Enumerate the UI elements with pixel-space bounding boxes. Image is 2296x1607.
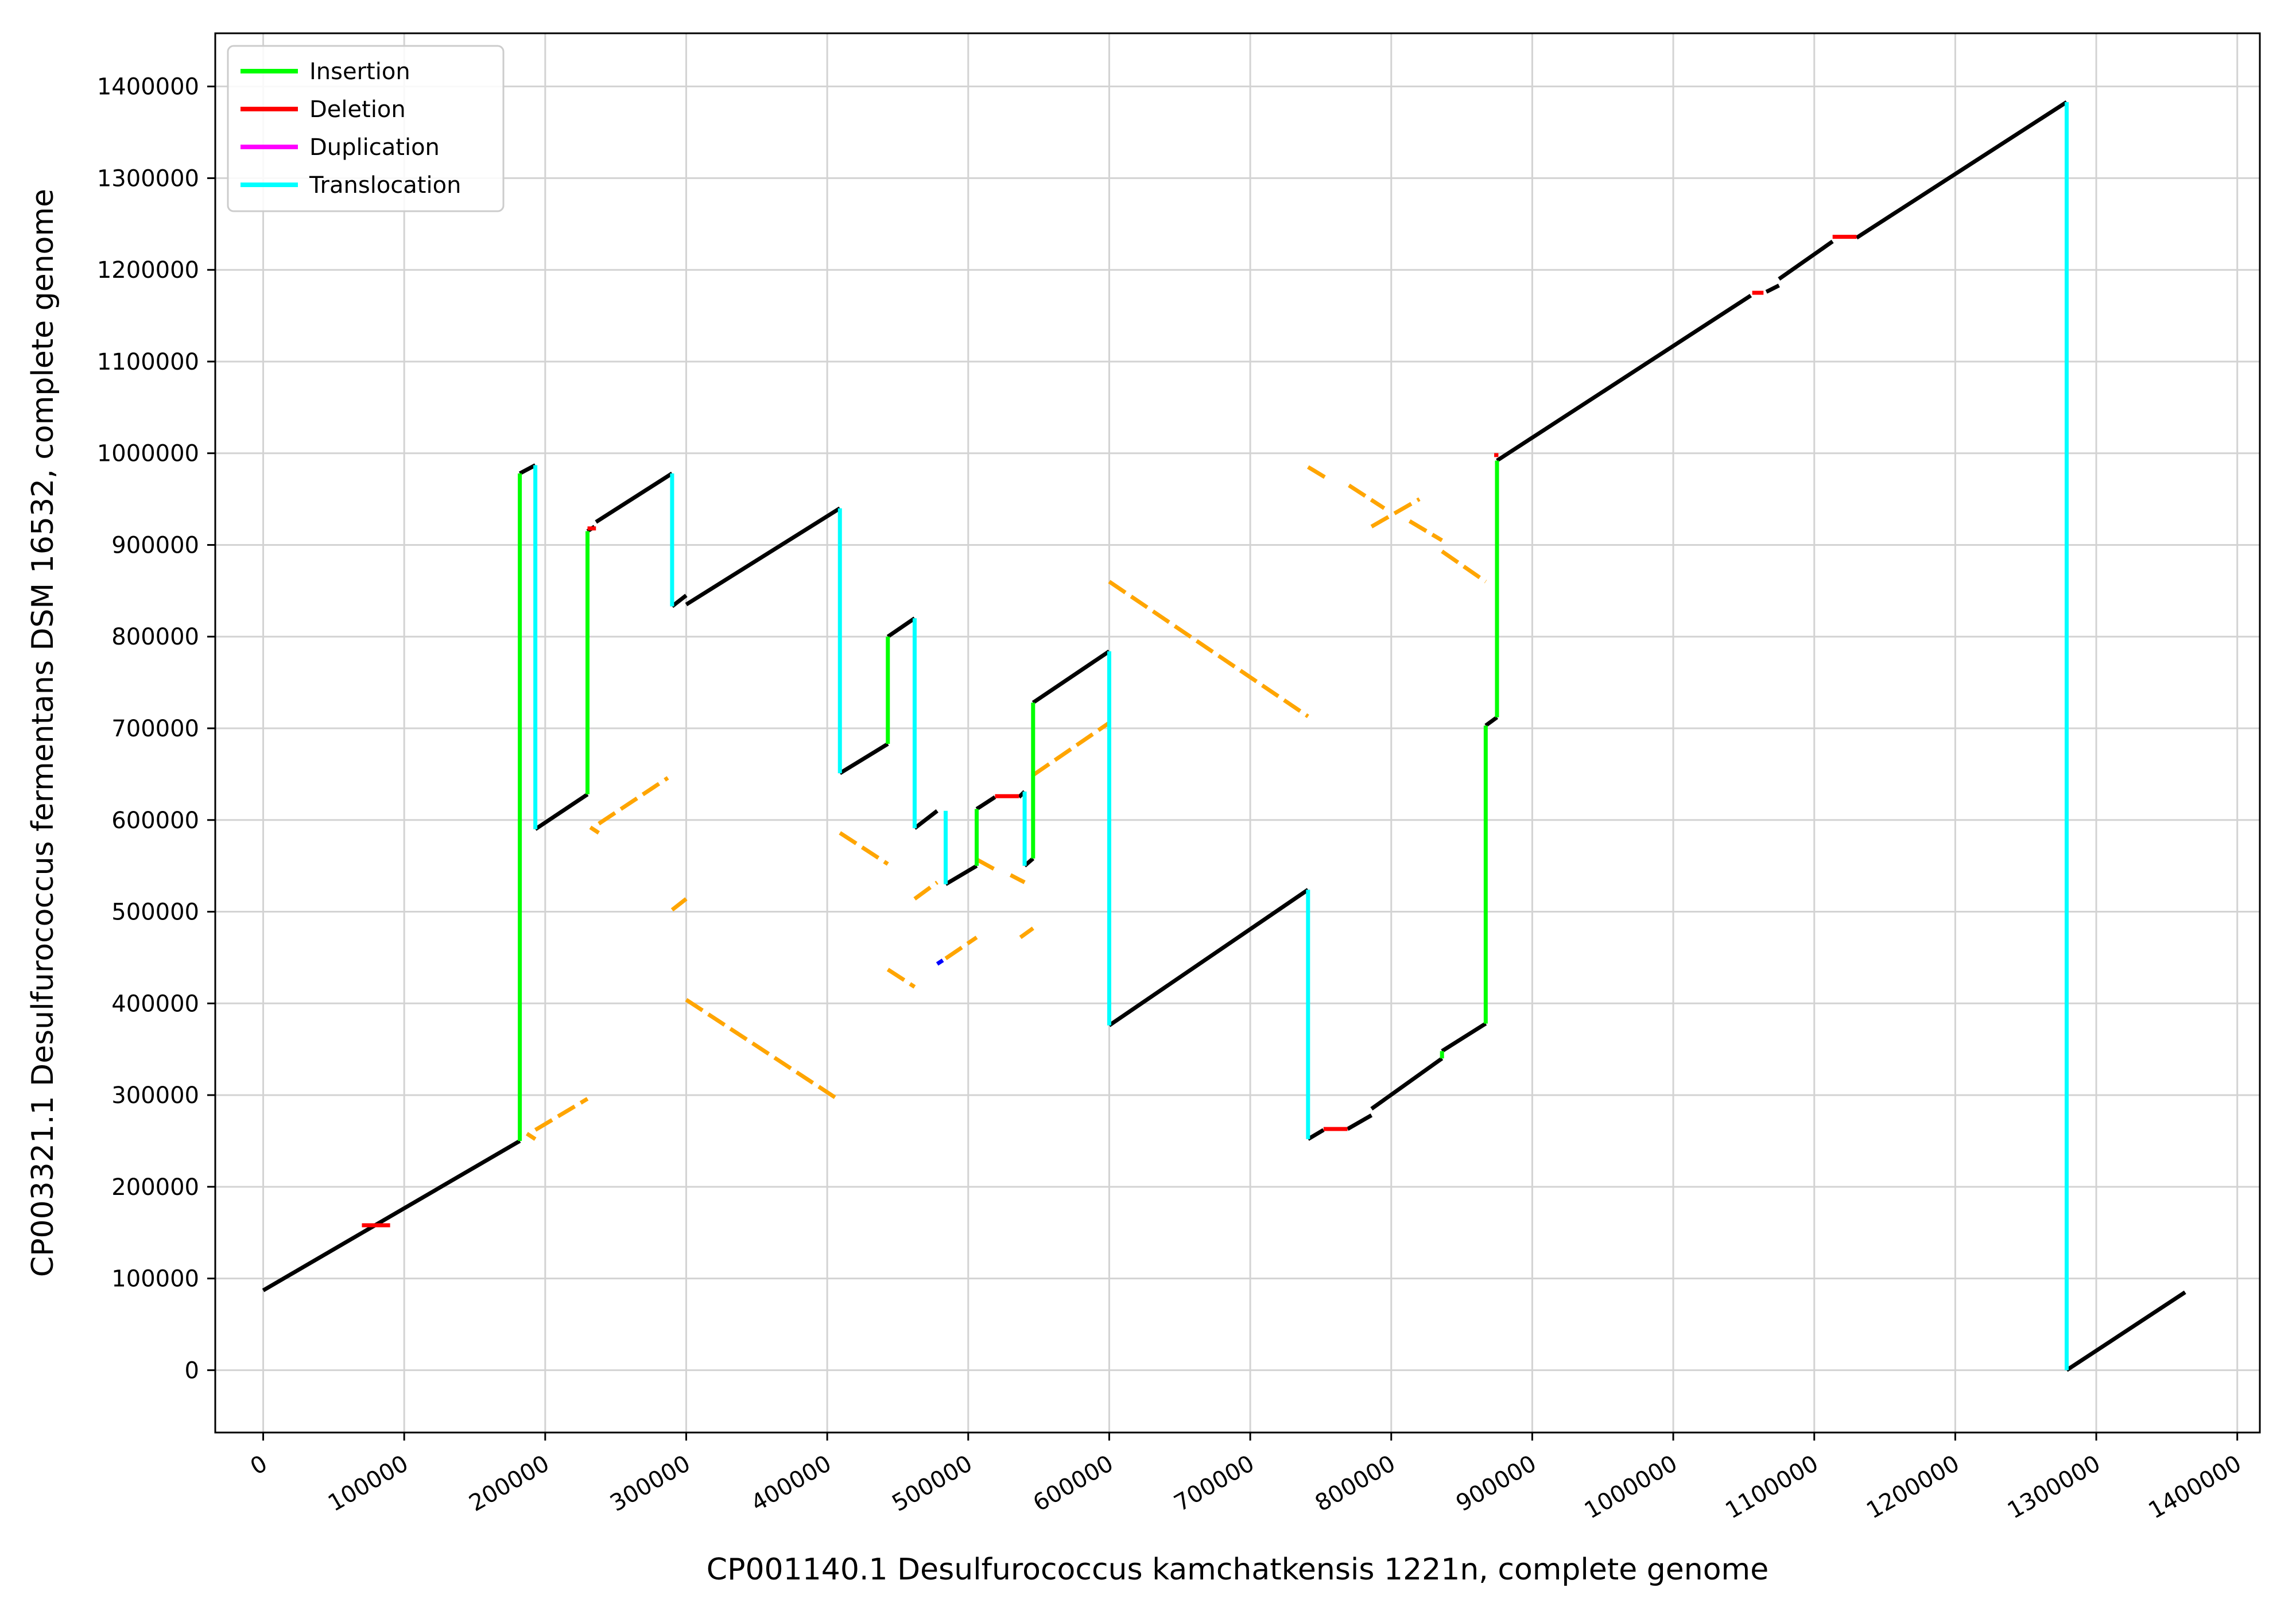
syntenic-segment	[1441, 1022, 1487, 1053]
inversion-segment	[685, 997, 841, 1103]
syntenic-segment	[518, 463, 537, 475]
inversion-segment	[670, 897, 688, 912]
y-tick-label: 1100000	[97, 349, 199, 375]
y-tick-label: 100000	[111, 1266, 199, 1292]
syntenic-segment	[670, 593, 688, 608]
syntenic-segment	[913, 809, 938, 830]
y-axis-label: CP003321.1 Desulfurococcus fermentans DS…	[26, 189, 60, 1277]
series-syntenic	[262, 100, 2186, 1372]
inversion-segment	[1031, 721, 1111, 777]
series-insertion	[518, 460, 1499, 1141]
y-tick-label: 1200000	[97, 257, 199, 284]
y-tick-label: 1400000	[97, 74, 199, 100]
inversion-segment	[525, 1132, 537, 1141]
inversion-segment	[975, 857, 996, 872]
y-tick-label: 900000	[111, 532, 199, 558]
inversion-segment	[1370, 497, 1421, 529]
syntenic-segment	[1765, 284, 1780, 294]
y-tick-label: 0	[185, 1357, 199, 1384]
legend-label: Duplication	[309, 134, 440, 161]
syntenic-segment	[975, 795, 996, 811]
y-tick-label: 600000	[111, 808, 199, 834]
syntenic-segment	[1778, 239, 1834, 281]
inversion-segment	[1009, 873, 1026, 884]
syntenic-segment	[262, 1139, 521, 1292]
y-axis-ticks: 0 100000 200000 300000 400000 500000 600000 700…	[97, 74, 215, 1384]
syntenic-segment	[886, 616, 916, 639]
syntenic-segment	[685, 506, 841, 607]
inversion-segment	[1108, 580, 1309, 719]
syntenic-segment	[1855, 100, 2068, 240]
minor-segment	[936, 958, 944, 966]
series-deletion	[362, 235, 1857, 1228]
inversion-segment	[944, 936, 978, 960]
inversion-segment	[1441, 549, 1487, 584]
syntenic-segment	[1370, 1057, 1444, 1111]
y-tick-label: 800000	[111, 624, 199, 650]
inversion-segment	[839, 831, 889, 866]
grid	[215, 33, 2260, 1433]
syntenic-segment	[1496, 293, 1752, 463]
series-translocation	[533, 102, 2069, 1371]
inversion-segment	[534, 1097, 589, 1132]
syntenic-segment	[534, 793, 589, 831]
y-tick-label: 300000	[111, 1082, 199, 1109]
y-tick-label: 200000	[111, 1174, 199, 1201]
plot-data	[262, 100, 2186, 1372]
y-tick-label: 1000000	[97, 441, 199, 467]
legend-label: Translocation	[309, 172, 461, 199]
inversion-segment	[1408, 519, 1443, 542]
syntenic-segment	[1346, 1113, 1373, 1131]
syntenic-segment	[1307, 1128, 1325, 1141]
series-inversion	[525, 465, 1487, 1141]
y-tick-label: 700000	[111, 716, 199, 742]
series-minor	[936, 958, 944, 966]
inversion-segment	[1019, 926, 1034, 940]
y-tick-label: 400000	[111, 991, 199, 1017]
inversion-segment	[589, 825, 600, 835]
legend-box	[227, 45, 505, 212]
inversion-segment	[913, 880, 938, 900]
inversion-segment	[886, 968, 916, 989]
syntenic-segment	[1031, 649, 1111, 705]
syntenic-segment	[839, 742, 889, 775]
syntenic-segment	[595, 471, 673, 524]
legend: Insertion Deletion Duplication Translocatio…	[227, 45, 505, 212]
legend-label: Insertion	[309, 59, 410, 85]
syntenic-segment	[1484, 716, 1499, 728]
syntenic-segment	[2065, 1290, 2186, 1372]
legend-label: Deletion	[309, 96, 406, 123]
y-tick-label: 1300000	[97, 165, 199, 192]
syntenic-segment	[944, 864, 978, 886]
inversion-segment	[598, 776, 669, 826]
y-tick-label: 500000	[111, 899, 199, 926]
syntenic-segment	[1108, 888, 1309, 1027]
inversion-segment	[1307, 465, 1329, 481]
plot-frame	[214, 32, 2261, 1434]
x-axis-label: CP001140.1 Desulfurococcus kamchatkensis…	[707, 1552, 1768, 1587]
inversion-segment	[1348, 483, 1386, 510]
